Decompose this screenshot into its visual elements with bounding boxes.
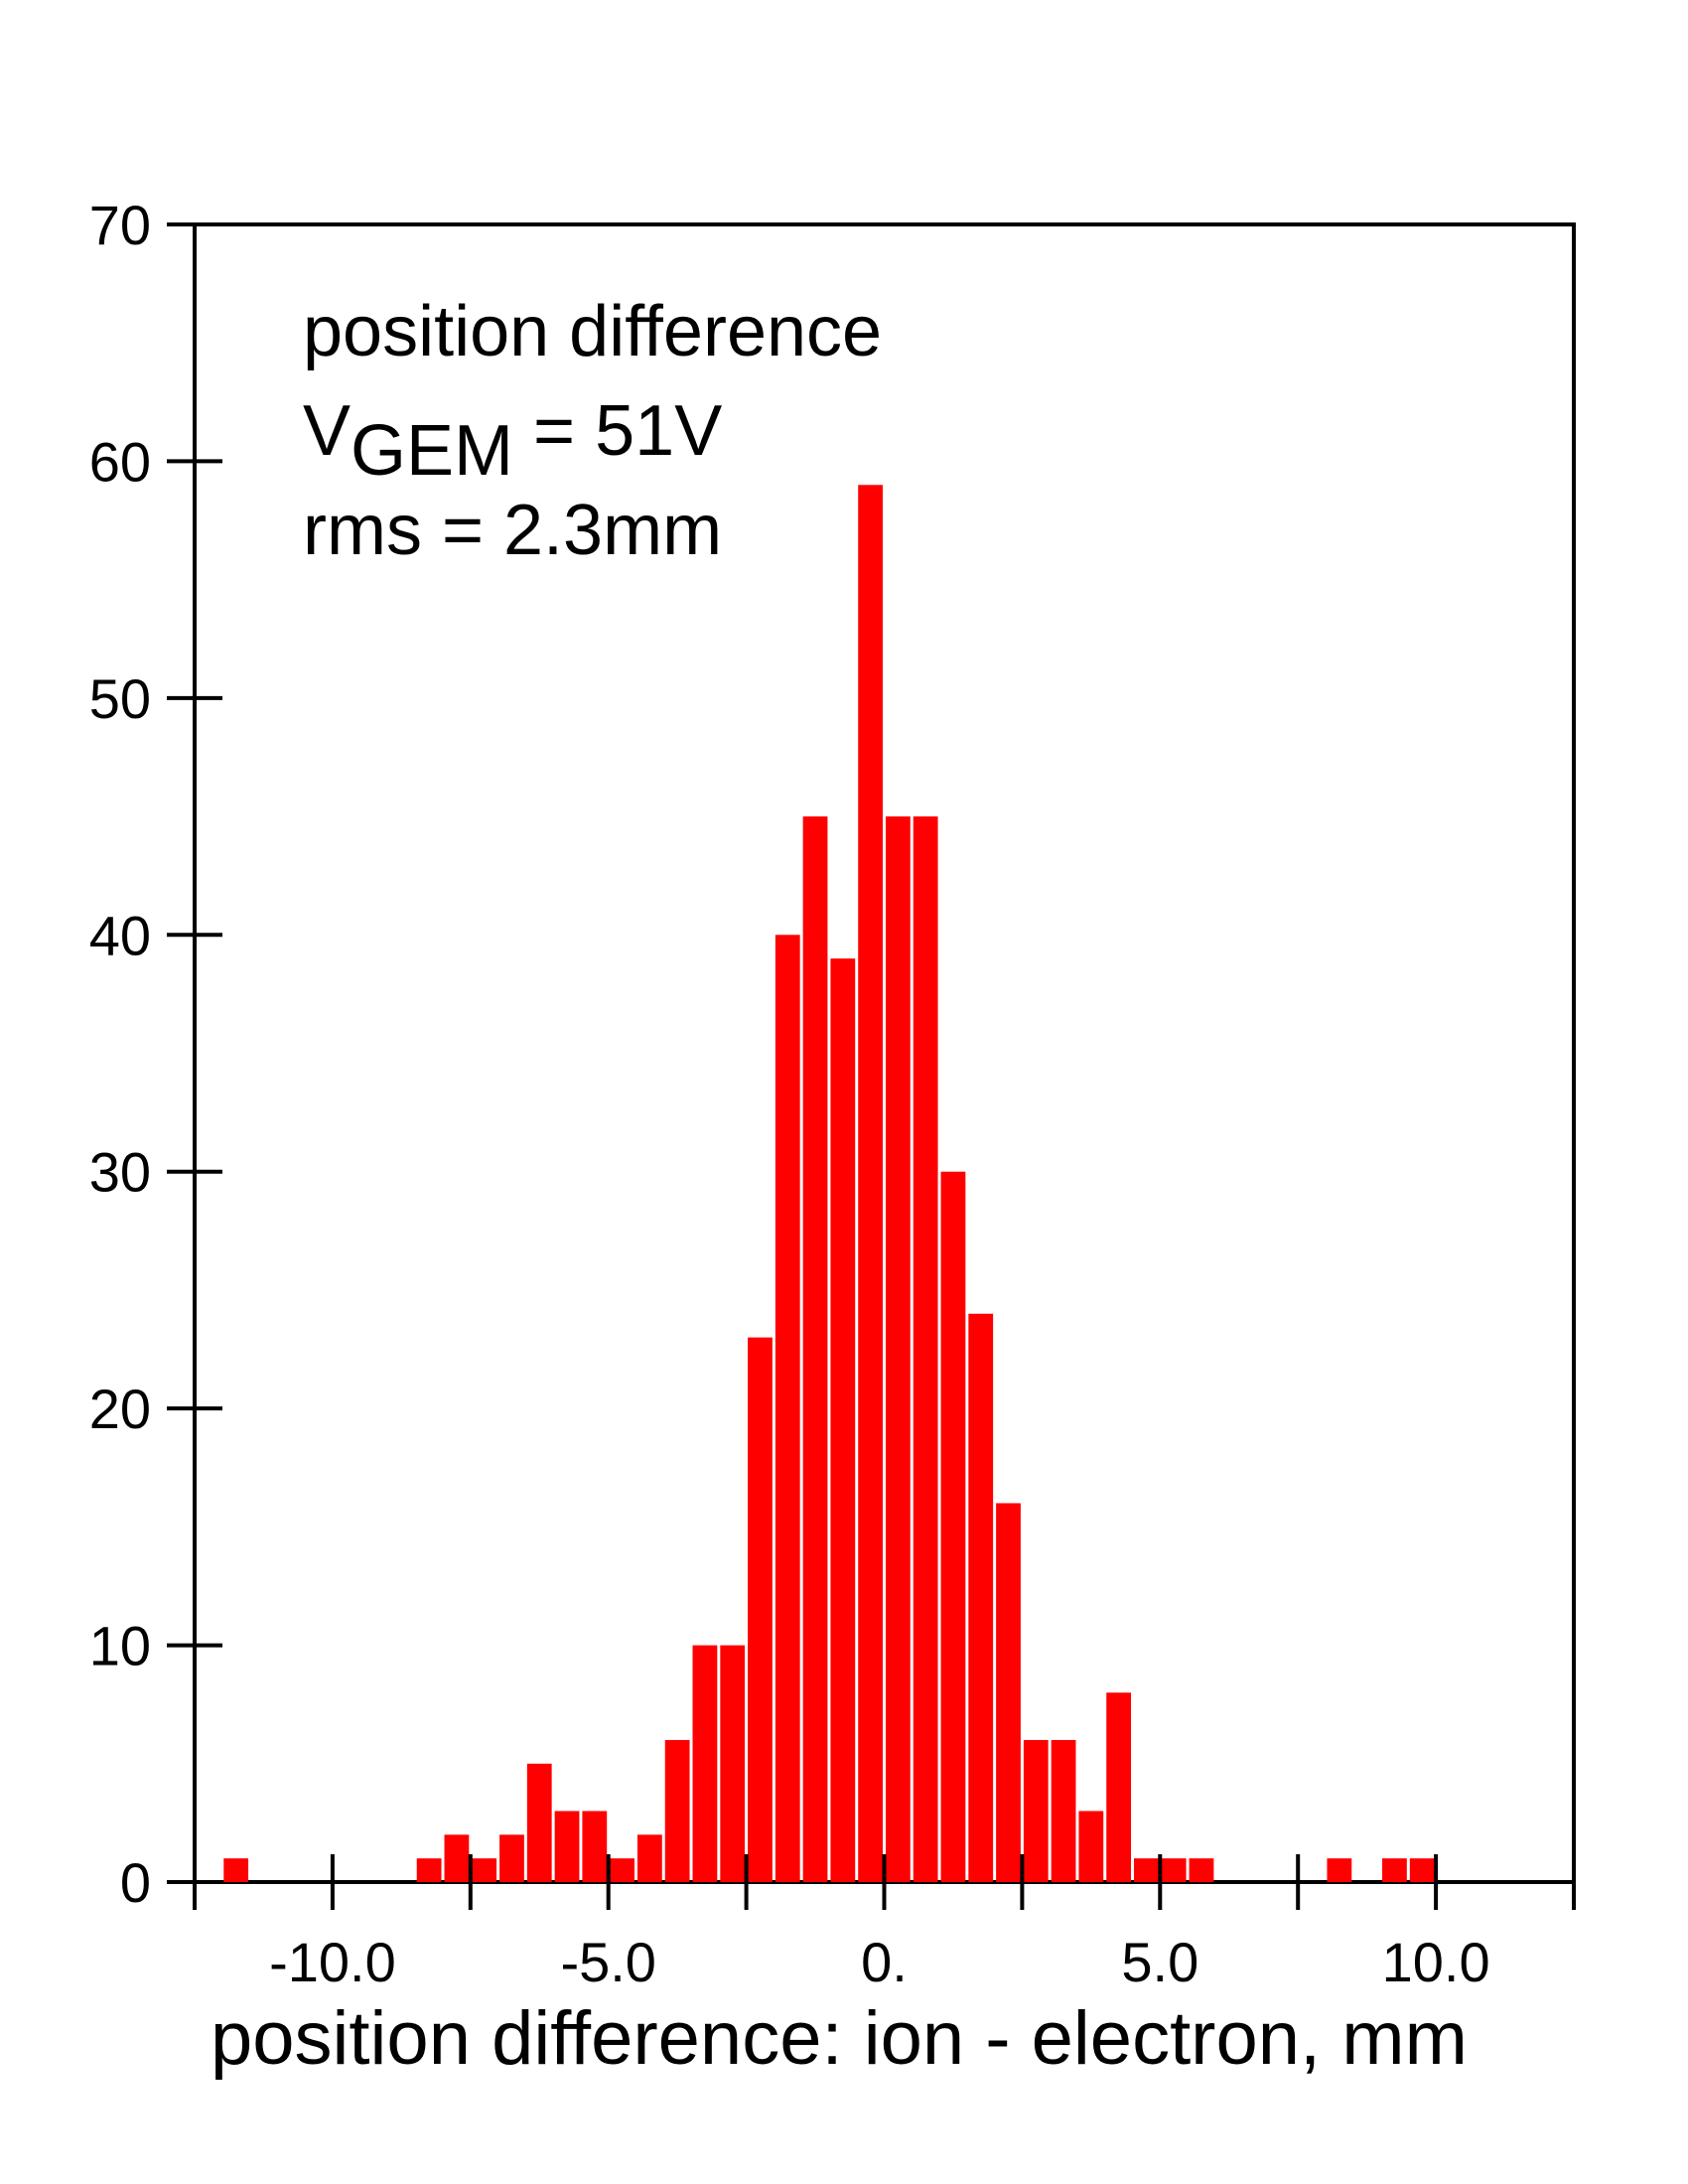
histogram-bar <box>1106 1692 1132 1882</box>
histogram-bar <box>858 485 883 1882</box>
y-tick-label: 20 <box>89 1378 151 1440</box>
histogram-bar <box>748 1337 773 1882</box>
y-tick-label: 30 <box>89 1141 151 1204</box>
histogram-bar <box>1051 1739 1076 1882</box>
y-tick-label: 50 <box>89 667 151 730</box>
histogram-bar <box>664 1739 690 1882</box>
histogram-bar <box>472 1858 497 1882</box>
histogram-bar <box>416 1858 442 1882</box>
histogram-bar <box>1023 1739 1049 1882</box>
x-tick-label: -5.0 <box>560 1931 656 1993</box>
histogram-bar <box>636 1834 662 1882</box>
x-tick-label: 0. <box>861 1931 908 1993</box>
x-tick-label: -10.0 <box>269 1931 396 1993</box>
histogram-bar <box>692 1645 718 1882</box>
histogram-bar <box>444 1834 470 1882</box>
y-axis-ticks: 0 10 20 30 40 50 60 70 <box>89 194 222 1914</box>
annotation-line3: rms = 2.3mm <box>303 491 722 570</box>
histogram-bar <box>1409 1858 1435 1882</box>
histogram-bar <box>1161 1858 1187 1882</box>
histogram-bar <box>554 1811 580 1882</box>
histogram-bar <box>996 1503 1021 1882</box>
annotation-v: V <box>303 391 351 471</box>
annotation-gem-subscript: GEM <box>351 411 513 491</box>
histogram-bar <box>940 1171 966 1882</box>
bars-group <box>223 485 1435 1882</box>
histogram-bar <box>968 1313 994 1882</box>
y-tick-label: 60 <box>89 430 151 493</box>
annotation-line2: VGEM = 51V <box>303 391 722 491</box>
y-tick-label: 40 <box>89 904 151 966</box>
x-tick-label: 10.0 <box>1382 1931 1490 1993</box>
histogram-bar <box>610 1858 634 1882</box>
histogram-bar <box>1134 1858 1159 1882</box>
histogram-bar <box>1327 1858 1352 1882</box>
histogram-bar <box>720 1645 746 1882</box>
y-tick-label: 10 <box>89 1615 151 1677</box>
y-tick-label: 70 <box>89 194 151 256</box>
histogram-bar <box>499 1834 524 1882</box>
histogram-bar <box>830 958 856 1882</box>
histogram-bar <box>1189 1858 1214 1882</box>
histogram-bar <box>223 1858 249 1882</box>
annotation-line1: position difference <box>303 292 882 371</box>
histogram-bar <box>774 935 800 1882</box>
histogram-bar <box>526 1763 552 1882</box>
x-axis-ticks: -10.0 -5.0 0. 5.0 10.0 <box>193 1854 1576 1993</box>
y-tick-label: 0 <box>120 1851 151 1914</box>
annotation-value: = 51V <box>513 391 722 471</box>
histogram-bar <box>913 816 938 1882</box>
x-tick-label: 5.0 <box>1121 1931 1198 1993</box>
histogram-bar <box>1382 1858 1407 1882</box>
histogram-bar <box>886 816 911 1882</box>
x-axis-title: position difference: ion - electron, mm <box>211 1996 1468 2081</box>
histogram-bar <box>582 1811 608 1882</box>
histogram-bar <box>802 816 828 1882</box>
histogram-bar <box>1078 1811 1104 1882</box>
